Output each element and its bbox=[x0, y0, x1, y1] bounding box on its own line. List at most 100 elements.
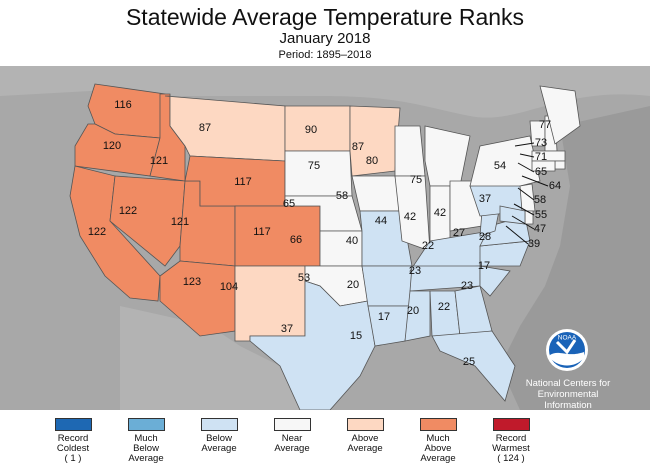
noaa-logo-text: NOAA bbox=[558, 335, 577, 342]
rank-label-mi: 75 bbox=[410, 174, 422, 186]
legend: Record Coldest( 1 ) Much Below Average Below A… bbox=[0, 418, 650, 475]
rank-label-or: 120 bbox=[103, 140, 121, 152]
rank-label-ut: 121 bbox=[171, 216, 189, 228]
state-co bbox=[234, 205, 321, 267]
legend-swatch bbox=[54, 418, 92, 431]
ncei-line-2: Environmental bbox=[537, 389, 599, 400]
state-ia bbox=[351, 175, 403, 212]
state-nm bbox=[234, 265, 306, 342]
state-mn bbox=[349, 105, 401, 177]
rank-label-me: 77 bbox=[539, 119, 551, 131]
legend-label: Record Coldest( 1 ) bbox=[56, 433, 90, 464]
legend-item-near: Near Average bbox=[254, 418, 330, 454]
state-nv bbox=[109, 175, 186, 267]
rank-label-ia: 58 bbox=[336, 190, 348, 202]
rank-label-wy: 117 bbox=[234, 176, 252, 188]
rank-label-va: 28 bbox=[479, 231, 491, 243]
state-ar bbox=[361, 265, 413, 307]
legend-item-below: Below Average bbox=[181, 418, 257, 454]
rank-label-wi: 80 bbox=[366, 155, 378, 167]
map-subtitle: January 2018 bbox=[279, 30, 371, 47]
rank-label-ms: 17 bbox=[378, 311, 390, 323]
leader-line-vt bbox=[521, 175, 549, 187]
leader-line-md bbox=[505, 225, 529, 245]
rank-label-de: 47 bbox=[534, 223, 546, 235]
ncei-date: Mon Feb 5 2018 bbox=[533, 411, 603, 422]
rank-label-id: 121 bbox=[150, 155, 168, 167]
rank-label-nj: 55 bbox=[535, 209, 547, 221]
rank-label-wv: 27 bbox=[453, 227, 465, 239]
state-nd bbox=[284, 105, 351, 152]
legend-swatch bbox=[127, 418, 165, 431]
rank-label-oh: 42 bbox=[434, 207, 446, 219]
ncei-line-3: Information bbox=[544, 400, 592, 411]
rank-label-nv: 122 bbox=[119, 205, 137, 217]
rank-label-pa: 37 bbox=[479, 193, 491, 205]
rank-label-ga: 22 bbox=[438, 301, 450, 313]
leader-line-de bbox=[511, 215, 535, 230]
rank-label-ny: 54 bbox=[494, 160, 506, 172]
canada-region bbox=[0, 66, 650, 118]
noaa-logo: NOAA bbox=[546, 329, 588, 371]
state-ct bbox=[531, 160, 556, 172]
rank-label-sd: 75 bbox=[308, 160, 320, 172]
map-title: Statewide Average Temperature Ranks bbox=[125, 4, 525, 30]
leader-line-nh bbox=[517, 162, 535, 173]
legend-label: Near Average bbox=[274, 433, 310, 454]
rank-label-fl: 25 bbox=[463, 356, 475, 368]
legend-swatch bbox=[419, 418, 457, 431]
rank-label-az: 123 bbox=[183, 276, 201, 288]
leader-line-ct bbox=[517, 187, 535, 201]
rank-label-co: 117 bbox=[253, 226, 271, 238]
rank-label-ky: 22 bbox=[422, 240, 434, 252]
rank-label-mo: 40 bbox=[346, 235, 358, 247]
state-fl bbox=[431, 330, 516, 402]
rank-label-tn: 23 bbox=[409, 265, 421, 277]
map-header: Statewide Average Temperature Ranks Janu… bbox=[0, 0, 650, 66]
legend-item-much-above: Much Above Average bbox=[400, 418, 476, 464]
rank-label-ct: 58 bbox=[534, 194, 546, 206]
rank-label-wa: 116 bbox=[114, 99, 132, 111]
legend-swatch bbox=[346, 418, 384, 431]
rank-label-la: 15 bbox=[350, 330, 362, 342]
rank-label-ne: 65 bbox=[283, 198, 295, 210]
ncei-attribution: National Centers for Environmental Infor… bbox=[508, 378, 628, 422]
rank-label-ma: 71 bbox=[535, 151, 547, 163]
state-me bbox=[539, 85, 581, 145]
rank-label-in: 42 bbox=[404, 211, 416, 223]
rank-label-il: 44 bbox=[375, 215, 387, 227]
leader-lines bbox=[505, 142, 549, 245]
legend-item-much-below: Much Below Average bbox=[108, 418, 184, 464]
rank-label-sc: 23 bbox=[461, 280, 473, 292]
rank-label-md: 39 bbox=[528, 238, 540, 250]
rank-label-ok: 53 bbox=[298, 272, 310, 284]
leader-line-nj bbox=[513, 203, 535, 216]
rank-label-vt: 64 bbox=[549, 180, 561, 192]
us-map: 116 120 122 121 122 121 123 87 117 117 104 90 75 65 66… bbox=[0, 66, 650, 411]
labels-layer: 116 120 122 121 122 121 123 87 117 117 104 90 75 65 66… bbox=[88, 99, 561, 368]
mexico-region bbox=[120, 306, 300, 410]
period-label: Period: 1895–2018 bbox=[278, 49, 372, 61]
state-sc bbox=[479, 265, 511, 297]
legend-swatch bbox=[273, 418, 311, 431]
legend-item-above: Above Average bbox=[327, 418, 403, 454]
rank-label-nm: 104 bbox=[220, 281, 238, 293]
leader-line-ma bbox=[519, 153, 535, 158]
rank-label-nh: 65 bbox=[535, 166, 547, 178]
rank-label-ks: 66 bbox=[290, 234, 302, 246]
state-ri bbox=[554, 160, 566, 170]
legend-label: Below Average bbox=[201, 433, 237, 454]
legend-label: Record Warmest( 124 ) bbox=[492, 433, 530, 464]
state-ms bbox=[404, 290, 431, 342]
state-ny bbox=[469, 135, 541, 187]
rank-label-tx: 37 bbox=[281, 323, 293, 335]
rank-label-nc: 17 bbox=[478, 260, 490, 272]
legend-swatch bbox=[492, 418, 530, 431]
legend-label: Much Below Average bbox=[128, 433, 164, 464]
legend-label: Much Above Average bbox=[420, 433, 456, 464]
atlantic-ocean bbox=[500, 106, 650, 410]
state-wi bbox=[394, 125, 426, 177]
state-nj bbox=[519, 183, 536, 212]
rank-label-ca: 122 bbox=[88, 226, 106, 238]
states-layer bbox=[69, 83, 581, 411]
